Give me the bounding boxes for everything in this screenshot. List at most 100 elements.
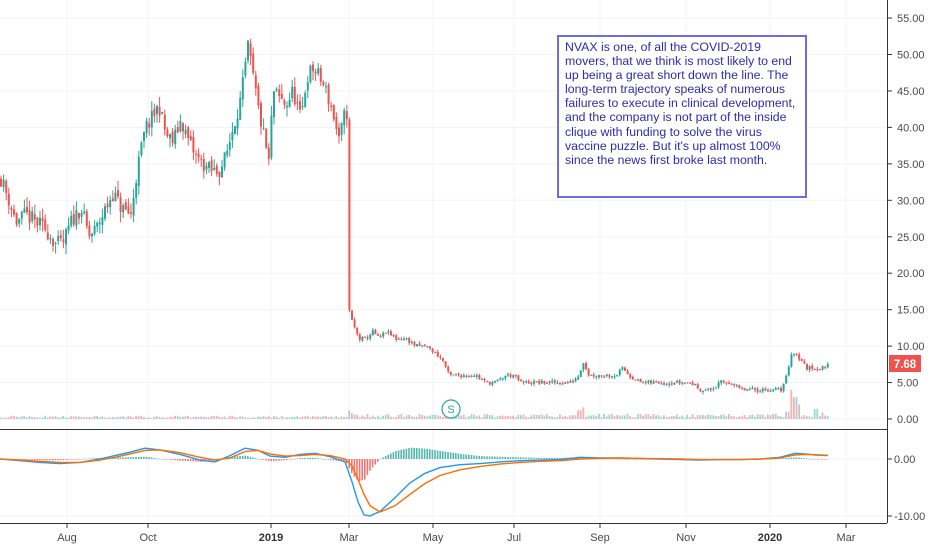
macd-histogram-bar [319,458,322,460]
macd-histogram-bar [543,457,545,459]
candle-body [278,89,281,97]
volume-bar [691,414,694,419]
macd-histogram-bar [322,458,324,460]
volume-bar [488,414,491,419]
macd-histogram-bar [780,458,782,460]
macd-histogram-bar [408,448,410,459]
macd-histogram-bar [444,451,447,459]
candle-body [455,374,457,376]
candle-body [785,375,788,384]
macd-histogram-bar [356,459,358,480]
macd-histogram-bar [72,459,75,460]
candle-body [208,162,210,168]
volume-bar [127,415,130,419]
volume-bar [5,417,7,419]
volume-bar [795,397,798,419]
macd-histogram-bar [457,453,460,459]
macd-lines [0,447,829,517]
candle-body [88,225,91,237]
candle-body [145,120,148,133]
candle-body [189,136,192,140]
volume-bar [686,415,689,419]
volume-bar [236,417,239,419]
macd-histogram-bar [163,459,166,460]
candle-body [780,388,782,392]
macd-histogram-bar [195,459,197,462]
macd-histogram-bar [621,459,623,460]
candle-body [782,383,785,392]
volume-bar [569,415,572,419]
volume-bar [158,417,161,419]
time-tick-label: Oct [139,532,156,544]
volume-bar [343,417,345,419]
event-marker[interactable]: S [441,399,461,419]
candle-body [236,118,239,129]
macd-histogram-bar [96,458,98,459]
volume-bar [816,408,819,419]
macd-histogram-bar [54,459,57,461]
volume-bar [473,414,475,419]
candle-body [462,375,465,378]
candle-body [137,156,140,186]
candle-body [470,375,473,377]
volume-bar [408,414,410,419]
candle-body [345,111,348,120]
volume-bar [642,415,644,419]
volume-bar [226,417,228,419]
candle-body [527,381,530,384]
candle-body [481,379,483,381]
volume-bar [395,417,397,419]
volume-bar [241,416,244,419]
volume-bar [59,417,62,419]
candle-body [54,242,57,244]
candle-body [140,142,143,156]
candle-body [267,147,270,160]
candle-body [733,384,736,386]
volume-bar [176,415,179,419]
volume-bar [668,416,670,419]
volume-bar [174,415,176,419]
candle-body [504,375,507,379]
macd-histogram-bar [114,457,116,459]
macd-histogram-bar [153,457,155,459]
macd-histogram-bar [309,457,311,459]
candle-body [540,380,543,384]
macd-histogram-bar [418,448,421,459]
candle-body [821,366,824,370]
candle-body [772,389,775,391]
volume-bar [813,408,816,419]
volume-bar [798,404,800,419]
macd-histogram-bar [478,455,480,459]
candle-body [743,388,746,391]
candle-body [223,152,226,168]
candle-body [351,310,353,320]
annotation-note: NVAX is one, of all the COVID-2019 mover… [557,35,807,198]
candle-body [280,93,283,100]
candle-body [366,337,369,339]
candle-body [49,238,52,240]
volume-bar [722,414,725,419]
volume-bar [421,414,423,419]
volume-bar [327,416,330,419]
macd-histogram-bar [127,457,129,459]
macd-histogram-bar [174,459,176,461]
candle-body [205,165,208,170]
volume-bar [119,416,122,419]
candle-body [533,381,535,384]
volume-bar [70,416,72,419]
macd-histogram-bar [514,457,517,459]
candle-body [686,382,689,384]
volume-bar [478,415,481,419]
volume-bar [647,414,650,419]
volume-bar [306,415,309,419]
volume-bar [148,417,150,419]
macd-histogram-bar [520,457,522,459]
macd-histogram-bar [59,459,62,461]
volume-bar [824,415,826,419]
volume-bar [582,407,585,419]
volume-bar [88,416,91,419]
candle-body [824,366,827,368]
macd-histogram-bar [171,459,174,460]
volume-bar [564,415,566,419]
